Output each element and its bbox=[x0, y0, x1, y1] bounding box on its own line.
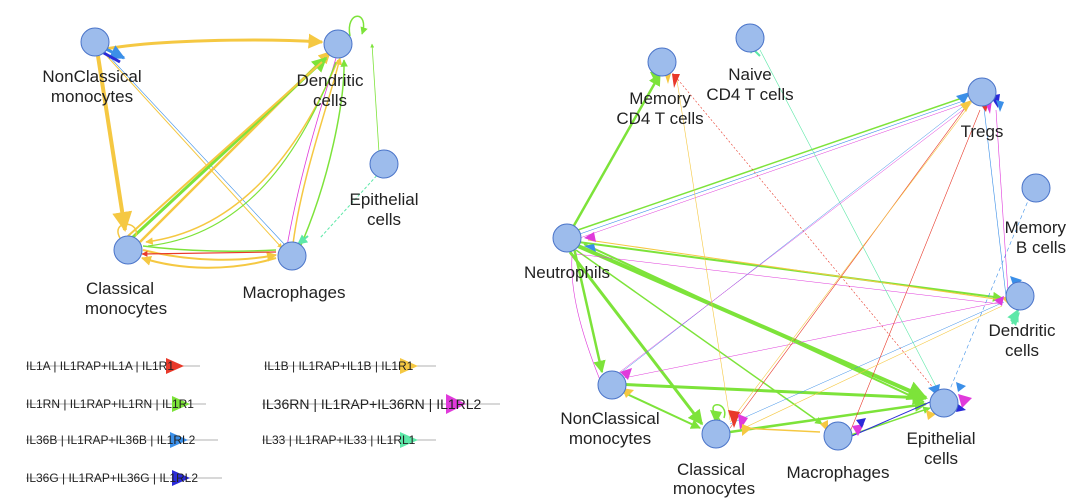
legend-arrow-icon bbox=[172, 470, 190, 486]
label-epithelial-right-l2: cells bbox=[924, 449, 958, 468]
label-macrophages-left: Macrophages bbox=[242, 283, 345, 302]
node-neutrophils bbox=[552, 223, 582, 253]
label-memory-cd4-l2: CD4 T cells bbox=[616, 109, 703, 128]
node-macrophages-right bbox=[823, 421, 853, 451]
label-classical-l2: monocytes bbox=[85, 299, 167, 318]
label-nonclassical-right-l2: monocytes bbox=[569, 429, 651, 448]
node-nonclassical-monocytes-right bbox=[597, 370, 627, 400]
label-dendritic-l2: cells bbox=[313, 91, 347, 110]
left-node-labels: NonClassical monocytes Dendritic cells E… bbox=[42, 67, 418, 318]
legend-arrow-icon bbox=[400, 358, 418, 374]
label-naive-cd4-l1: Naive bbox=[728, 65, 771, 84]
node-memory-cd4-t-cells bbox=[647, 47, 677, 77]
legend-item-il1rn: IL1RN | IL1RAP+IL1RN | IL1R1 bbox=[26, 396, 206, 412]
label-nonclassical-l1: NonClassical bbox=[42, 67, 141, 86]
label-dendritic-right-l2: cells bbox=[1005, 341, 1039, 360]
legend-arrow-icon bbox=[170, 432, 188, 448]
legend-label-il36rn: IL36RN | IL1RAP+IL36RN | IL1RL2 bbox=[262, 396, 482, 412]
legend-item-il36b: IL36B | IL1RAP+IL36B | IL1RL2 bbox=[26, 432, 218, 448]
label-naive-cd4-l2: CD4 T cells bbox=[706, 85, 793, 104]
label-nonclassical-l2: monocytes bbox=[51, 87, 133, 106]
label-nonclassical-right-l1: NonClassical bbox=[560, 409, 659, 428]
label-tregs: Tregs bbox=[961, 122, 1004, 141]
label-epithelial-l1: Epithelial bbox=[350, 190, 419, 209]
legend-label-il36g: IL36G | IL1RAP+IL36G | IL1RL2 bbox=[26, 471, 198, 485]
label-dendritic-right-l1: Dendritic bbox=[988, 321, 1056, 340]
legend-arrow-icon bbox=[166, 358, 184, 374]
label-memory-cd4-l1: Memory bbox=[629, 89, 691, 108]
node-dendritic-cells-right bbox=[1005, 281, 1035, 311]
node-classical-monocytes-left bbox=[113, 235, 143, 265]
label-classical-right-l2: monocytes bbox=[673, 479, 755, 498]
legend-item-il36rn: IL36RN | IL1RAP+IL36RN | IL1RL2 bbox=[262, 394, 500, 414]
legend-arrow-icon bbox=[400, 432, 418, 448]
label-memory-b-l2: B cells bbox=[1016, 238, 1066, 257]
label-dendritic-l1: Dendritic bbox=[296, 71, 364, 90]
right-node-labels: Memory CD4 T cells Naive CD4 T cells Tre… bbox=[524, 65, 1066, 498]
legend-arrow-icon bbox=[172, 396, 190, 412]
legend: IL1A | IL1RAP+IL1A | IL1R1 IL1B | IL1RAP… bbox=[26, 358, 500, 486]
node-epithelial-cells-right bbox=[929, 388, 959, 418]
node-naive-cd4-t-cells bbox=[735, 23, 765, 53]
node-nonclassical-monocytes-left bbox=[80, 27, 110, 57]
legend-label-il36b: IL36B | IL1RAP+IL36B | IL1RL2 bbox=[26, 433, 196, 447]
label-epithelial-right-l1: Epithelial bbox=[907, 429, 976, 448]
legend-label-il1a: IL1A | IL1RAP+IL1A | IL1R1 bbox=[26, 359, 174, 373]
label-epithelial-l2: cells bbox=[367, 210, 401, 229]
node-epithelial-cells-left bbox=[369, 149, 399, 179]
label-macrophages-right: Macrophages bbox=[786, 463, 889, 482]
legend-label-il1b: IL1B | IL1RAP+IL1B | IL1R1 bbox=[264, 359, 414, 373]
node-macrophages-left bbox=[277, 241, 307, 271]
legend-label-il33: IL33 | IL1RAP+IL33 | IL1RL1 bbox=[262, 433, 416, 447]
legend-item-il33: IL33 | IL1RAP+IL33 | IL1RL1 bbox=[262, 432, 436, 448]
legend-item-il1b: IL1B | IL1RAP+IL1B | IL1R1 bbox=[264, 358, 436, 374]
node-tregs bbox=[967, 77, 997, 107]
label-neutrophils: Neutrophils bbox=[524, 263, 610, 282]
legend-label-il1rn: IL1RN | IL1RAP+IL1RN | IL1R1 bbox=[26, 397, 194, 411]
left-network-nodes bbox=[80, 27, 399, 271]
label-memory-b-l1: Memory bbox=[1005, 218, 1067, 237]
right-network-nodes bbox=[552, 23, 1051, 451]
node-classical-monocytes-right bbox=[701, 419, 731, 449]
node-dendritic-cells-left bbox=[323, 29, 353, 59]
legend-item-il1a: IL1A | IL1RAP+IL1A | IL1R1 bbox=[26, 358, 200, 374]
legend-arrow-icon bbox=[446, 394, 466, 414]
node-memory-b-cells bbox=[1021, 173, 1051, 203]
label-classical-right-l1: Classical bbox=[677, 460, 745, 479]
legend-item-il36g: IL36G | IL1RAP+IL36G | IL1RL2 bbox=[26, 470, 222, 486]
left-network-edges bbox=[96, 15, 381, 269]
label-classical-l1: Classical bbox=[86, 279, 154, 298]
right-network-edges bbox=[566, 43, 1031, 437]
